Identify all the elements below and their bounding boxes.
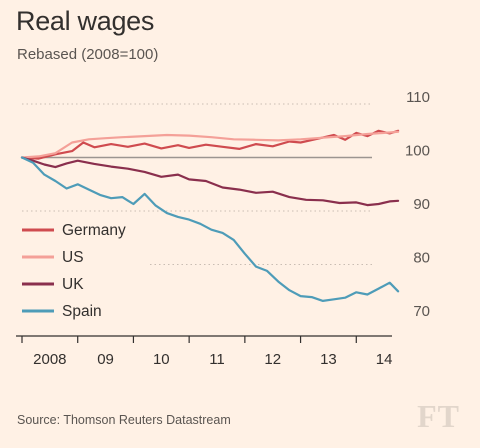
y-tick-label: 100 xyxy=(405,143,430,160)
series-line-germany xyxy=(20,129,400,160)
y-tick-label: 90 xyxy=(413,196,430,213)
series-line-us xyxy=(20,130,400,159)
y-tick-label: 70 xyxy=(413,303,430,320)
legend-bg xyxy=(16,303,128,323)
source-note: Source: Thomson Reuters Datastream xyxy=(17,413,231,427)
legend-bg xyxy=(16,276,128,296)
x-tick-label: 2008 xyxy=(33,351,66,368)
chart-title: Real wages xyxy=(16,6,155,36)
x-tick-label: 11 xyxy=(209,351,225,368)
x-tick-label: 10 xyxy=(153,351,170,368)
ft-logo: FT xyxy=(417,398,460,434)
x-tick-label: 09 xyxy=(97,351,114,368)
legend-bg xyxy=(16,222,128,242)
x-tick-label: 12 xyxy=(264,351,281,368)
legend-bg xyxy=(16,249,128,269)
legend-label-germany: Germany xyxy=(62,222,126,239)
x-tick-label: 13 xyxy=(320,351,337,368)
y-tick-label: 80 xyxy=(413,250,430,267)
series-line-uk xyxy=(20,156,400,207)
x-tick-label: 14 xyxy=(376,351,393,368)
legend-label-us: US xyxy=(62,249,84,266)
series-line-spain xyxy=(20,156,400,302)
y-tick-label: 110 xyxy=(406,89,430,106)
legend-label-uk: UK xyxy=(62,276,84,293)
legend-label-spain: Spain xyxy=(62,303,102,320)
chart-subtitle: Rebased (2008=100) xyxy=(17,46,159,63)
